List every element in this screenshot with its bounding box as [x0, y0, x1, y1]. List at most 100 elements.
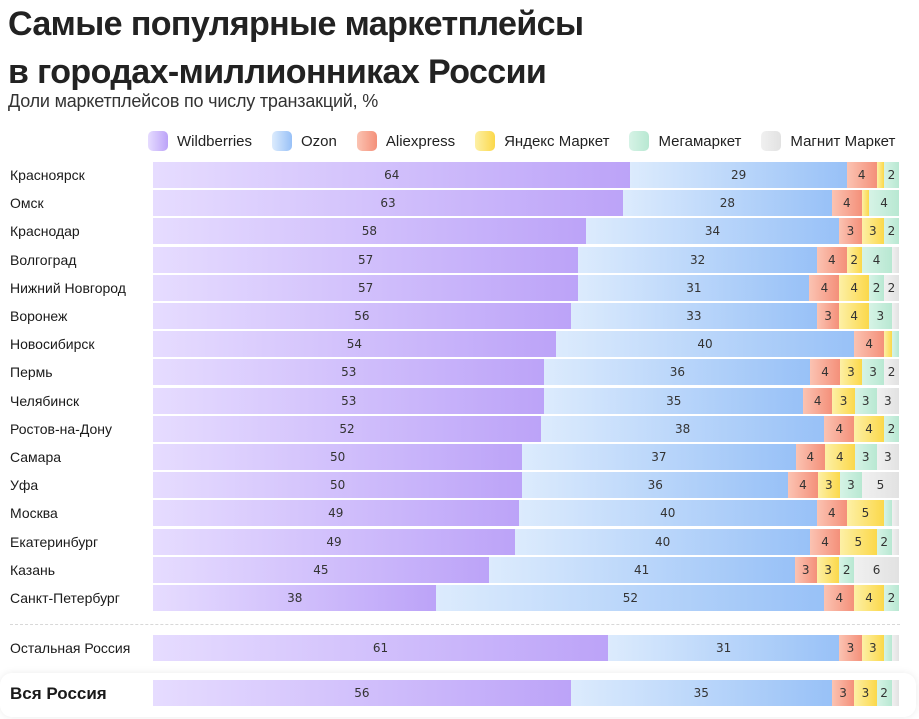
stacked-bar: 38 52 4 4 2 — [153, 585, 899, 612]
data-label: 28 — [719, 196, 736, 211]
category-label: Самара — [10, 449, 62, 465]
bar-segment-ozon: 40 — [514, 528, 811, 556]
stacked-bar: 64 29 4 2 — [153, 162, 899, 189]
bar-segment-ozon: 37 — [522, 444, 796, 471]
data-label: 32 — [689, 252, 706, 267]
bar-segment-магнит-маркет — [891, 528, 899, 556]
legend-label: Мегамаркет — [658, 132, 742, 150]
bar-segment-мегамаркет: 3 — [854, 387, 877, 415]
data-label: 38 — [675, 421, 691, 436]
data-label: 5 — [876, 478, 885, 493]
stacked-bar: 50 36 4 3 3 5 — [153, 472, 899, 500]
stacked-bar: 61 31 3 3 — [153, 635, 899, 662]
stacked-bar: 52 38 4 4 2 — [153, 415, 899, 443]
bar-segment-яндекс-маркет — [876, 162, 885, 189]
bar-segment-яндекс-маркет: 4 — [839, 303, 870, 330]
data-label: 2 — [880, 534, 888, 549]
stacked-bar: 63 28 4 4 — [153, 190, 899, 218]
data-label: 4 — [857, 168, 866, 182]
bar-segment-ozon: 29 — [630, 162, 847, 189]
data-label: 57 — [357, 252, 374, 267]
data-label: 3 — [869, 365, 877, 380]
bar-segment-ozon: 28 — [622, 190, 832, 218]
bar-segment-яндекс-маркет: 2 — [846, 246, 862, 274]
bar-segment-магнит-маркет — [891, 303, 899, 330]
bar-segment-магнит-маркет: 3 — [876, 444, 899, 471]
stacked-bar: 54 40 4 — [153, 331, 899, 359]
bar-segment-магнит-маркет: 3 — [876, 387, 899, 415]
bar-segment-яндекс-маркет: 3 — [861, 218, 885, 246]
bar-row: Краснодар 58 34 3 3 2 — [0, 218, 919, 246]
data-label: 4 — [865, 421, 873, 436]
stacked-bar: 57 31 4 4 2 2 — [153, 274, 899, 302]
bar-row: Пермь 53 36 4 3 3 2 — [0, 359, 919, 387]
bar-segment-магнит-маркет: 5 — [862, 472, 899, 500]
category-label: Екатеринбург — [10, 533, 99, 550]
bar-row: Омск 63 28 4 4 — [0, 190, 919, 218]
bar-segment-магнит-маркет: 2 — [884, 274, 899, 302]
bar-row: Санкт-Петербург 38 52 4 4 2 — [0, 585, 919, 612]
bar-segment-мегамаркет: 3 — [854, 444, 877, 471]
bar-segment-ozon: 36 — [544, 359, 811, 387]
data-label: 2 — [887, 591, 896, 605]
legend-item: Мегамаркет — [629, 131, 741, 151]
bar-segment-wildberries: 57 — [153, 274, 579, 302]
data-label: 54 — [346, 337, 363, 352]
bar-row: Челябинск 53 35 4 3 3 3 — [0, 387, 919, 415]
chart-title: Самые популярные маркетплейсы в городах-… — [8, 0, 584, 96]
category-label: Пермь — [10, 364, 53, 381]
legend-label: Ozon — [301, 132, 337, 150]
category-label: Волгоград — [10, 251, 77, 268]
data-label: 64 — [384, 168, 400, 182]
legend-label: Wildberries — [177, 132, 253, 150]
bar-segment-яндекс-маркет: 4 — [854, 415, 885, 443]
data-label: 53 — [341, 393, 357, 408]
stacked-bar: 58 34 3 3 2 — [153, 218, 899, 246]
data-label: 61 — [372, 641, 389, 655]
data-label: 3 — [861, 393, 870, 408]
data-label: 4 — [821, 365, 829, 380]
data-label: 37 — [651, 450, 667, 464]
data-label: 52 — [622, 591, 639, 605]
data-label: 50 — [330, 450, 346, 464]
stacked-bar: 56 33 3 4 3 — [153, 303, 899, 330]
stacked-bar: 45 41 3 3 2 6 — [153, 556, 899, 584]
data-label: 3 — [884, 393, 892, 408]
bar-segment-wildberries: 49 — [153, 500, 519, 528]
legend-swatch — [629, 131, 650, 151]
bar-segment-мегамаркет: 3 — [862, 359, 885, 387]
data-label: 4 — [806, 450, 815, 464]
data-label: 4 — [828, 506, 836, 521]
bar-row: Новосибирск 54 40 4 — [0, 331, 919, 359]
legend-label: Яндекс Маркет — [504, 132, 610, 150]
bar-segment-ozon: 36 — [522, 472, 789, 500]
data-label: 4 — [865, 591, 873, 605]
data-label: 3 — [869, 641, 877, 655]
bar-row: Воронеж 56 33 3 4 3 — [0, 303, 919, 330]
category-label: Воронеж — [10, 308, 68, 324]
data-label: 49 — [328, 506, 344, 521]
legend-swatch — [272, 131, 293, 151]
category-label: Челябинск — [10, 392, 80, 409]
data-label: 4 — [813, 393, 822, 408]
bar-segment-мегамаркет — [884, 635, 892, 662]
data-label: 2 — [887, 168, 896, 182]
stacked-bar: 49 40 4 5 — [153, 500, 899, 528]
bar-segment-aliexpress: 4 — [854, 331, 885, 359]
bar-segment-яндекс-маркет: 3 — [816, 556, 840, 584]
data-label: 3 — [824, 309, 832, 323]
bar-segment-ozon: 34 — [585, 218, 840, 246]
legend: Wildberries Ozon Aliexpress Яндекс Маркет Ме… — [148, 131, 895, 151]
bar-segment-aliexpress: 3 — [831, 680, 855, 707]
data-label: 4 — [828, 252, 836, 267]
data-label: 45 — [313, 562, 329, 577]
bar-segment-wildberries: 57 — [153, 246, 579, 274]
data-label: 3 — [884, 450, 892, 464]
data-label: 3 — [869, 224, 877, 239]
bar-segment-aliexpress: 4 — [810, 359, 840, 387]
bar-segment-ozon: 41 — [488, 556, 795, 584]
data-label: 38 — [287, 591, 303, 605]
stacked-bar: 49 40 4 5 2 — [153, 528, 899, 556]
category-label: Ростов-на-Дону — [10, 420, 112, 437]
data-label: 4 — [880, 196, 888, 211]
